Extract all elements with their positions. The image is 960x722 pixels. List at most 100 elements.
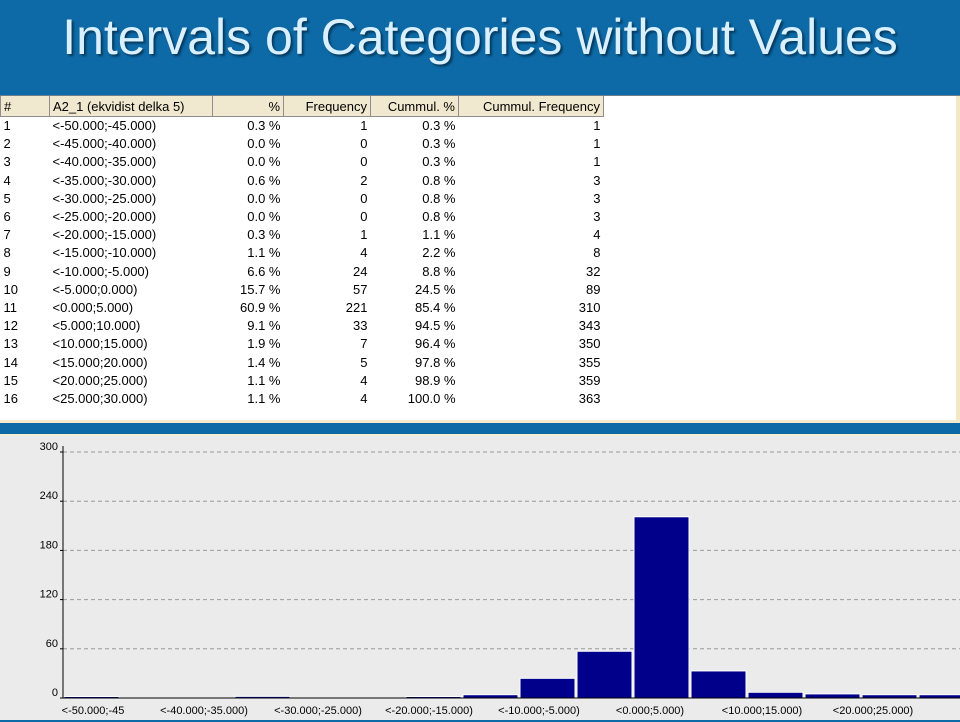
frequency-table-panel: # A2_1 (ekvidist delka 5) % Frequency Cu… — [0, 95, 960, 423]
cell-index: 6 — [3, 209, 11, 225]
table-row[interactable]: 4 <-35.000;-30.000) 0.6 % 2 0.8 % 3 — [1, 172, 604, 190]
cell-interval: <20.000;25.000) — [52, 372, 148, 388]
cell-interval: <-45.000;-40.000) — [52, 136, 157, 152]
table-row[interactable]: 1 <-50.000;-45.000) 0.3 % 1 0.3 % 1 — [1, 117, 604, 136]
cell-index: 9 — [3, 263, 11, 279]
column-header-cummul-percent[interactable]: Cummul. % — [370, 96, 459, 117]
cell-percent: 0.0 % — [247, 209, 281, 225]
cell-frequency: 1 — [360, 118, 368, 134]
histogram-bar[interactable] — [633, 516, 690, 699]
cell-percent: 1.1 % — [247, 390, 281, 406]
cell-cummul-percent: 96.4 % — [415, 336, 456, 352]
cell-index: 3 — [3, 154, 11, 170]
cell-cummul-frequency: 4 — [593, 227, 601, 243]
cell-cummul-frequency: 1 — [593, 154, 601, 170]
table-row[interactable]: 6 <-25.000;-20.000) 0.0 % 0 0.8 % 3 — [1, 208, 604, 226]
cell-cummul-percent: 100.0 % — [407, 390, 456, 406]
cell-percent: 60.9 % — [240, 299, 281, 315]
cell-interval: <5.000;10.000) — [52, 318, 141, 334]
x-category-label: <-30.000;-25.000) — [274, 705, 362, 717]
cell-index: 10 — [3, 281, 18, 297]
histogram-bar[interactable] — [747, 691, 804, 699]
table-row[interactable]: 2 <-45.000;-40.000) 0.0 % 0 0.3 % 1 — [1, 135, 604, 153]
column-header-frequency[interactable]: Frequency — [283, 96, 371, 117]
table-row[interactable]: 9 <-10.000;-5.000) 6.6 % 24 8.8 % 32 — [1, 263, 604, 281]
cell-frequency: 7 — [360, 336, 368, 352]
plot-area — [63, 448, 960, 698]
cell-index: 2 — [3, 136, 11, 152]
cell-index: 7 — [3, 227, 11, 243]
column-header-index[interactable]: # — [0, 96, 50, 117]
cell-cummul-frequency: 355 — [578, 354, 601, 370]
y-tick-label: 0 — [52, 687, 58, 699]
frequency-table: # A2_1 (ekvidist delka 5) % Frequency Cu… — [0, 96, 604, 408]
table-row[interactable]: 12 <5.000;10.000) 9.1 % 33 94.5 % 343 — [1, 317, 604, 335]
cell-percent: 9.1 % — [247, 318, 281, 334]
cell-cummul-frequency: 310 — [578, 299, 601, 315]
slide-title: Intervals of Categories without Values — [62, 9, 898, 65]
cell-cummul-frequency: 363 — [578, 390, 601, 406]
cell-interval: <0.000;5.000) — [52, 299, 134, 315]
cell-cummul-percent: 0.3 % — [422, 154, 456, 170]
cell-frequency: 1 — [360, 227, 368, 243]
x-category-label: <10.000;15.000) — [722, 705, 802, 717]
table-row[interactable]: 11 <0.000;5.000) 60.9 % 221 85.4 % 310 — [1, 299, 604, 317]
cell-cummul-percent: 8.8 % — [422, 263, 456, 279]
cell-cummul-percent: 0.3 % — [422, 136, 456, 152]
cell-index: 15 — [3, 372, 18, 388]
cell-cummul-frequency: 32 — [586, 263, 601, 279]
histogram-bar[interactable] — [576, 650, 633, 699]
cell-percent: 0.0 % — [247, 154, 281, 170]
histogram-bar[interactable] — [690, 670, 747, 699]
cell-index: 4 — [3, 172, 11, 188]
histogram-bar[interactable] — [519, 677, 576, 699]
x-category-label: <-40.000;-35.000) — [160, 705, 248, 717]
x-category-label: <-50.000;-45 — [62, 705, 125, 717]
cell-cummul-percent: 0.8 % — [422, 190, 456, 206]
cell-cummul-percent: 94.5 % — [415, 318, 456, 334]
cell-percent: 0.3 % — [247, 118, 281, 134]
cell-index: 12 — [3, 318, 18, 334]
table-row[interactable]: 13 <10.000;15.000) 1.9 % 7 96.4 % 350 — [1, 335, 604, 353]
y-tick-label: 120 — [40, 589, 58, 601]
cell-cummul-percent: 0.3 % — [422, 118, 456, 134]
cell-interval: <-30.000;-25.000) — [52, 190, 157, 206]
cell-cummul-percent: 2.2 % — [422, 245, 456, 261]
x-category-label: <0.000;5.000) — [616, 705, 684, 717]
table-row[interactable]: 16 <25.000;30.000) 1.1 % 4 100.0 % 363 — [1, 390, 604, 408]
cell-frequency: 4 — [360, 245, 368, 261]
cell-cummul-percent: 98.9 % — [415, 372, 456, 388]
cell-interval: <25.000;30.000) — [52, 390, 148, 406]
cell-percent: 0.3 % — [247, 227, 281, 243]
cell-cummul-percent: 1.1 % — [422, 227, 456, 243]
x-category-label: <-20.000;-15.000) — [385, 705, 473, 717]
cell-frequency: 221 — [345, 299, 368, 315]
table-row[interactable]: 14 <15.000;20.000) 1.4 % 5 97.8 % 355 — [1, 353, 604, 371]
cell-index: 1 — [3, 118, 11, 134]
cell-percent: 15.7 % — [240, 281, 281, 297]
cell-percent: 1.1 % — [247, 245, 281, 261]
cell-cummul-frequency: 359 — [578, 372, 601, 388]
cell-frequency: 0 — [360, 190, 368, 206]
histogram-chart: 0 60 120 180 240 300 <-50.000;-45 <-40.000;-35.… — [40, 441, 960, 717]
table-row[interactable]: 5 <-30.000;-25.000) 0.0 % 0 0.8 % 3 — [1, 190, 604, 208]
cell-cummul-percent: 85.4 % — [415, 299, 456, 315]
column-header-interval[interactable]: A2_1 (ekvidist delka 5) — [49, 96, 213, 117]
column-header-percent[interactable]: % — [212, 96, 284, 117]
column-header-cummul-frequency[interactable]: Cummul. Frequency — [458, 96, 604, 117]
table-row[interactable]: 7 <-20.000;-15.000) 0.3 % 1 1.1 % 4 — [1, 226, 604, 244]
cell-percent: 6.6 % — [247, 263, 281, 279]
table-row[interactable]: 15 <20.000;25.000) 1.1 % 4 98.9 % 359 — [1, 372, 604, 390]
table-row[interactable]: 8 <-15.000;-10.000) 1.1 % 4 2.2 % 8 — [1, 244, 604, 262]
cell-percent: 0.0 % — [247, 136, 281, 152]
table-row[interactable]: 10 <-5.000;0.000) 15.7 % 57 24.5 % 89 — [1, 281, 604, 299]
y-tick-label: 240 — [40, 490, 58, 502]
cell-cummul-frequency: 1 — [593, 118, 601, 134]
cell-frequency: 24 — [353, 263, 368, 279]
y-tick-label: 60 — [46, 638, 58, 650]
cell-cummul-frequency: 3 — [593, 209, 601, 225]
histogram-bar[interactable] — [804, 693, 861, 699]
table-row[interactable]: 3 <-40.000;-35.000) 0.0 % 0 0.3 % 1 — [1, 153, 604, 171]
cell-interval: <-25.000;-20.000) — [52, 209, 157, 225]
cell-percent: 1.1 % — [247, 372, 281, 388]
